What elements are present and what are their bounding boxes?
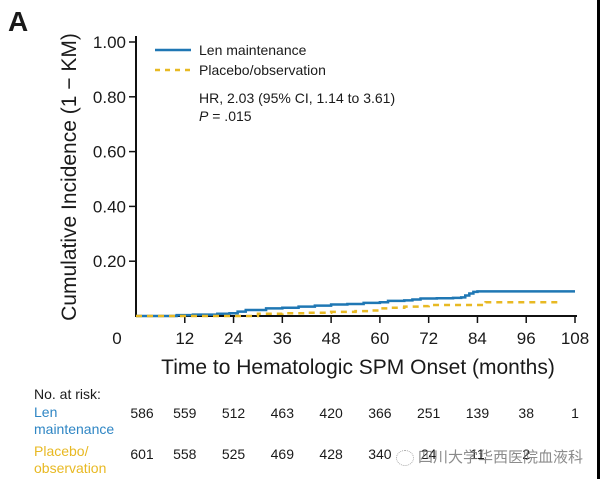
panel-label: A [8,6,29,37]
series-layer [136,290,575,318]
risk-row-label-len-line2: maintenance [34,421,115,437]
risk-row-label-len: Len maintenance [34,404,114,438]
watermark-text: 四川大学华西医院血液科 [418,448,584,466]
risk-value: 463 [270,405,294,421]
x-tick-label: 48 [322,329,341,348]
right-border [597,0,600,479]
risk-value: 251 [416,405,441,421]
risk-value: 1 [571,405,579,421]
risk-value: 366 [368,405,392,421]
risk-value: 512 [221,405,246,421]
legend: Len maintenance Placebo/observation HR, 2.… [155,42,395,124]
x-tick-label: 108 [561,329,589,348]
y-tick-label: 0.80 [93,88,126,107]
risk-value: 11 [470,446,485,462]
legend-label: Placebo/observation [199,62,326,78]
axes: 0.20 0.40 0.60 0.80 1.00 0 12 24 36 48 60 72 84 96 108… [58,33,589,379]
risk-value: 2 [522,446,531,462]
risk-row-label-placebo: Placebo/ observation [34,443,106,477]
risk-table-header: No. at risk: [34,386,101,402]
risk-value: 525 [221,446,246,462]
x-tick-label: 84 [468,329,487,348]
series-line-len-maintenance [136,290,575,318]
risk-value: 420 [319,405,343,421]
x-tick-label: 36 [273,329,292,348]
risk-value: 340 [368,446,392,462]
x-tick-label: 72 [419,329,438,348]
p-value: = .015 [208,108,251,124]
risk-row-label-len-line1: Len [34,404,58,420]
risk-value: 586 [130,405,154,421]
p-label: P [199,108,209,124]
risk-value: 559 [173,405,197,421]
x-tick-label: 0 [112,329,121,348]
risk-value: 601 [130,446,154,462]
y-tick-label: 0.40 [93,197,126,216]
x-tick-label: 12 [175,329,194,348]
x-tick-label: 60 [370,329,389,348]
watermark: 四川大学华西医院血液科 [396,446,583,467]
x-axis-title: Time to Hematologic SPM Onset (months) [161,356,555,379]
y-tick-label: 1.00 [93,33,126,52]
risk-value: 558 [173,446,197,462]
y-tick-label: 0.20 [93,252,126,271]
hazard-ratio-annotation: HR, 2.03 (95% CI, 1.14 to 3.61) [199,90,395,106]
risk-value: 139 [465,405,490,421]
p-value-annotation: P = .015 [199,108,252,124]
y-axis-title: Cumulative Incidence (1 − KM) [58,33,81,321]
risk-value: 24 [420,446,437,462]
y-tick-label: 0.60 [93,143,126,162]
x-tick-label: 24 [224,329,243,348]
x-tick-label: 96 [517,329,536,348]
risk-row-label-placebo-line2: observation [34,460,107,476]
risk-value: 428 [319,446,343,462]
risk-row-label-placebo-line1: Placebo/ [34,443,89,459]
risk-value: 469 [270,446,294,462]
legend-label: Len maintenance [199,42,307,58]
series-line-placebo-observation [136,301,559,318]
wechat-icon [396,449,414,466]
risk-value: 38 [518,405,534,421]
